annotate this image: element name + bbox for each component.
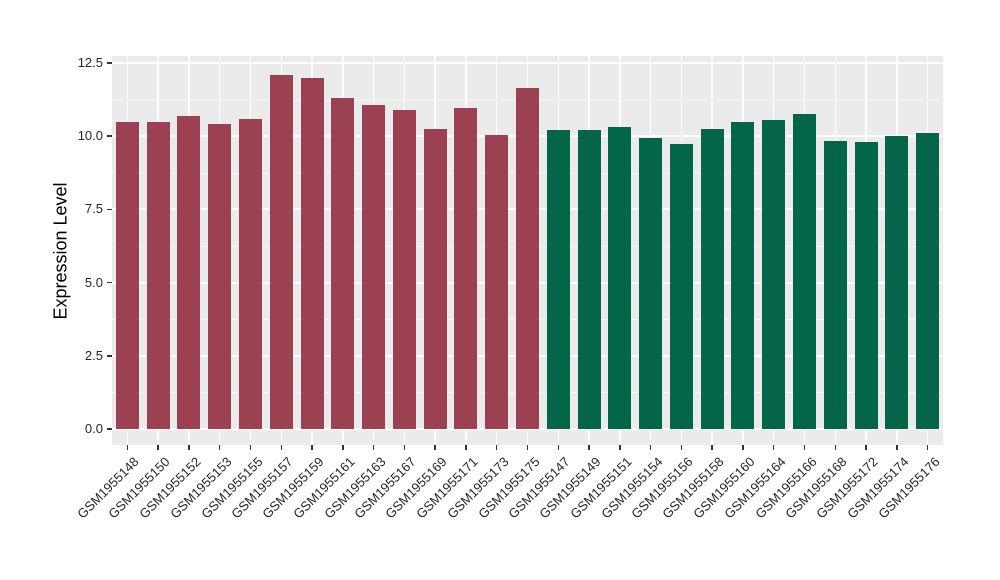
bar-GSM1955151 <box>608 127 632 429</box>
x-tick-mark <box>311 445 313 450</box>
bar-GSM1955155 <box>239 118 262 429</box>
x-tick-mark <box>526 445 529 450</box>
bar-GSM1955153 <box>208 124 232 429</box>
x-tick-mark <box>188 445 190 450</box>
gridline-major <box>112 62 943 64</box>
y-tick-label: 2.5 <box>84 347 103 363</box>
y-tick-label: 12.5 <box>77 55 103 70</box>
y-tick-mark <box>107 428 112 430</box>
bar-GSM1955150 <box>146 121 170 429</box>
bar-GSM1955152 <box>177 115 201 429</box>
bar-GSM1955154 <box>639 137 663 429</box>
bar-GSM1955156 <box>669 143 693 429</box>
bar-GSM1955168 <box>823 140 847 429</box>
x-tick-mark <box>495 445 498 450</box>
x-tick-mark <box>711 445 713 450</box>
x-tick-mark <box>249 445 252 450</box>
y-tick-label: 7.5 <box>84 201 103 217</box>
bar-GSM1955172 <box>854 142 878 429</box>
x-tick-mark <box>926 445 929 450</box>
x-tick-mark <box>588 445 590 450</box>
x-tick-mark <box>619 445 621 450</box>
x-tick-mark <box>557 445 560 450</box>
x-tick-mark <box>157 445 159 450</box>
plot-panel <box>112 56 943 445</box>
bar-GSM1955147 <box>546 130 570 429</box>
bar-GSM1955149 <box>577 130 601 429</box>
y-tick-label: 0.0 <box>84 421 103 436</box>
y-tick-mark <box>107 135 112 137</box>
x-tick-mark <box>403 445 406 450</box>
bar-GSM1955171 <box>454 108 478 429</box>
x-tick-mark <box>865 445 867 450</box>
bar-GSM1955161 <box>331 98 355 429</box>
x-tick-mark <box>649 445 652 450</box>
x-tick-mark <box>896 445 898 450</box>
bar-GSM1955174 <box>885 136 909 429</box>
y-tick-mark <box>107 62 112 64</box>
x-tick-label: GSM1955176 <box>875 453 1000 521</box>
bar-GSM1955163 <box>362 105 386 429</box>
bar-GSM1955166 <box>793 114 816 429</box>
gridline-major <box>112 428 943 430</box>
y-tick-label: 10.0 <box>77 128 103 144</box>
x-tick-mark <box>465 445 467 450</box>
bar-GSM1955160 <box>731 121 755 429</box>
x-tick-mark <box>372 445 375 450</box>
bar-GSM1955159 <box>300 77 324 429</box>
y-tick-mark <box>107 355 112 357</box>
x-tick-mark <box>280 445 283 450</box>
bar-GSM1955158 <box>700 128 724 429</box>
x-tick-mark <box>434 445 436 450</box>
x-tick-mark <box>803 445 806 450</box>
x-tick-mark <box>126 445 129 450</box>
x-tick-mark <box>218 445 221 450</box>
x-tick-mark <box>680 445 683 450</box>
bar-GSM1955175 <box>516 87 539 429</box>
x-tick-mark <box>742 445 744 450</box>
bar-GSM1955173 <box>485 134 509 429</box>
bar-GSM1955169 <box>423 128 447 429</box>
bar-GSM1955167 <box>392 109 416 429</box>
bar-GSM1955164 <box>762 120 786 429</box>
bar-GSM1955148 <box>115 121 139 429</box>
bar-GSM1955157 <box>269 74 293 429</box>
y-tick-mark <box>107 208 112 211</box>
x-tick-mark <box>772 445 775 450</box>
y-tick-mark <box>107 281 112 284</box>
bar-GSM1955176 <box>916 133 940 429</box>
x-tick-mark <box>834 445 837 450</box>
y-tick-label: 5.0 <box>84 274 103 290</box>
x-tick-mark <box>342 445 344 450</box>
